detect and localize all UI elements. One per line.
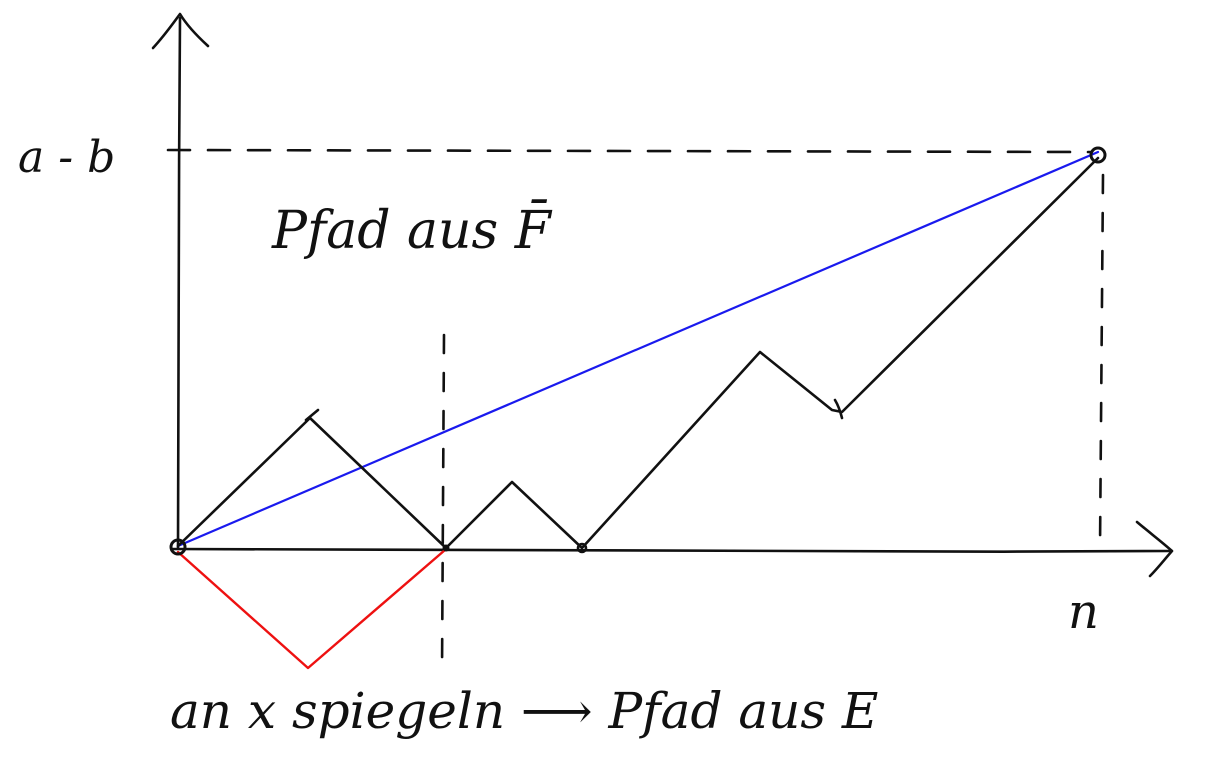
bottom-caption: an x spiegeln ⟶ Pfad aus E [170,682,878,740]
path-top-label: Pfad aus F̄ [271,200,553,261]
reflected-path [178,550,445,668]
y-axis [178,18,180,548]
x-axis-arrowhead [1137,522,1172,576]
level-dashed-line [168,150,1090,152]
valley-tick [835,400,842,418]
y-level-label: a - b [18,132,115,183]
x-axis [172,549,1170,552]
first-return-point [443,545,450,552]
n-dashed-line [1100,175,1103,548]
first-return-dashed-line [442,335,444,672]
n-label: n [1068,584,1099,640]
